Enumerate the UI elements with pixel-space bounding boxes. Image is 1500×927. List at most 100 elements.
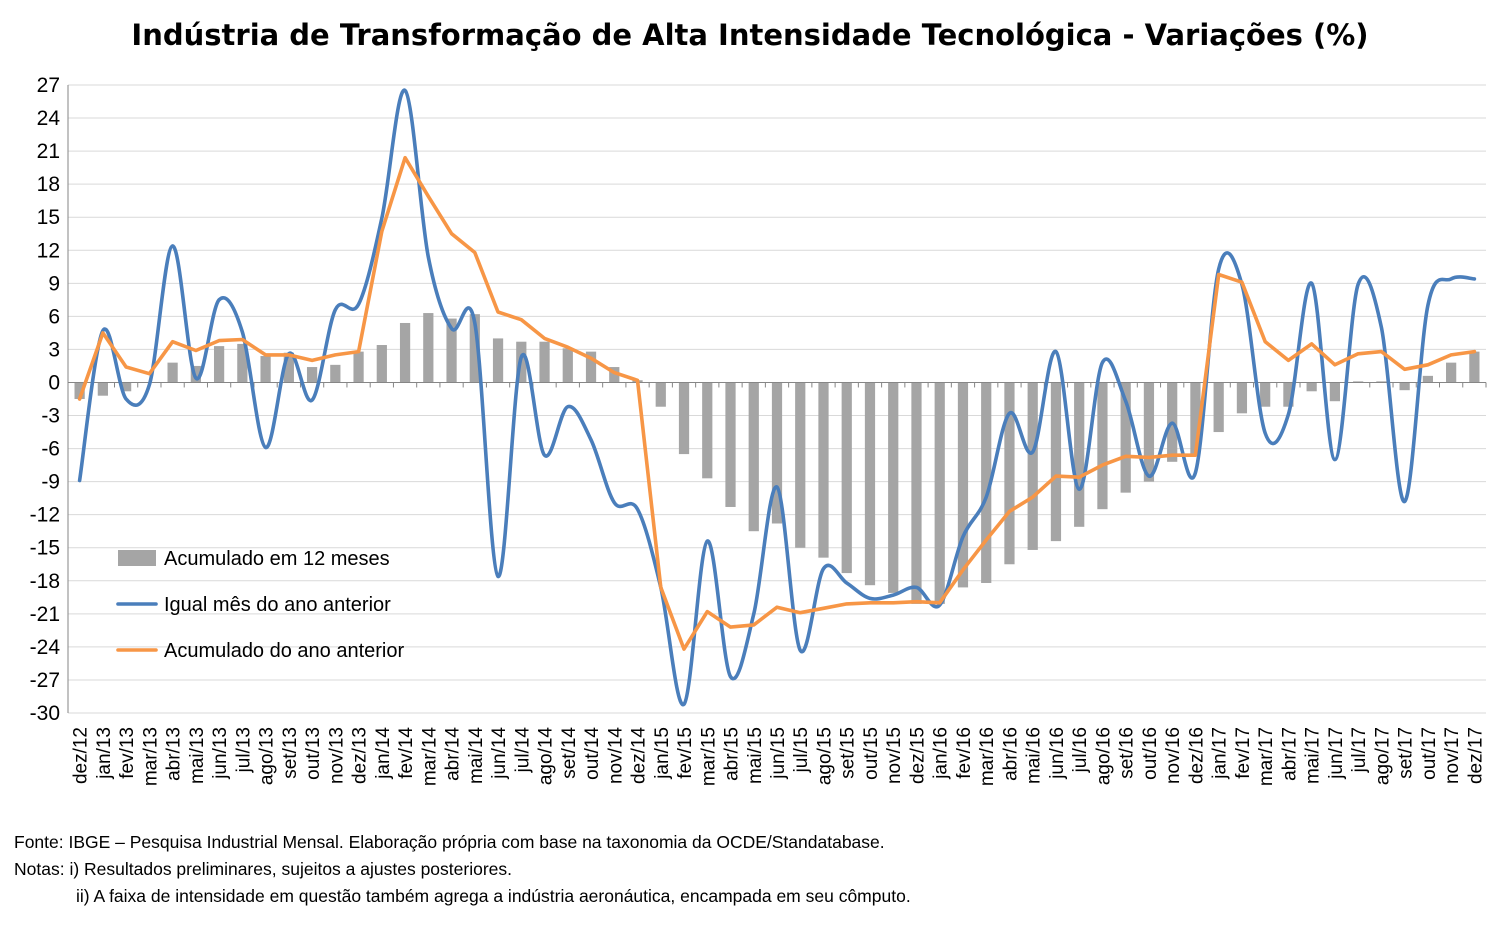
bar <box>1329 382 1341 402</box>
x-tick-label: out/14 <box>582 727 603 780</box>
x-tick-label: fev/13 <box>117 727 138 779</box>
x-tick-label: fev/15 <box>675 727 696 779</box>
bar <box>911 382 922 604</box>
x-tick-label: dez/17 <box>1465 727 1486 784</box>
y-tick-label: 3 <box>48 338 60 361</box>
y-tick-label: 0 <box>48 371 60 394</box>
x-tick-label: set/13 <box>280 727 301 779</box>
legend-label: Acumulado do ano anterior <box>164 640 404 662</box>
x-tick-label: nov/15 <box>884 727 905 784</box>
series-line-igual-mes <box>77 88 1477 707</box>
x-tick-label: out/16 <box>1140 727 1161 780</box>
bar <box>1074 382 1085 527</box>
x-tick-label: set/17 <box>1396 727 1417 779</box>
bar <box>423 313 434 383</box>
bar <box>585 351 597 383</box>
bar <box>1469 351 1480 383</box>
y-tick-label: -6 <box>41 438 60 461</box>
bar <box>1399 382 1410 391</box>
x-tick-label: mar/14 <box>419 727 440 787</box>
bar <box>725 382 736 507</box>
x-tick-label: set/15 <box>838 727 859 779</box>
x-tick-label: mar/13 <box>140 727 161 786</box>
bar <box>748 382 759 532</box>
x-tick-label: abr/17 <box>1279 727 1300 781</box>
y-tick-labels: 27 24 21 18 15 12 9 6 3 0 -3 -6 -9 -12 -15 -18 -21 -24 -27… <box>30 74 61 725</box>
bar <box>260 356 271 383</box>
y-tick-label: -27 <box>30 669 60 692</box>
bar <box>1353 381 1364 383</box>
x-tick-label: dez/12 <box>71 727 92 784</box>
bar <box>539 341 550 383</box>
bar <box>562 348 573 383</box>
bar <box>330 364 341 383</box>
x-tick-labels: dez/12 jan/13 fev/13 mar/13 abr/13 mai/13 jun/… <box>71 727 1487 787</box>
x-tick-label: jun/13 <box>210 727 231 780</box>
legend: Acumulado em 12 meses Igual mês do ano an… <box>116 548 404 662</box>
x-tick-label: fev/14 <box>396 727 417 779</box>
x-tick-label: mar/15 <box>698 727 719 786</box>
bar <box>841 382 852 574</box>
y-tick-label: 12 <box>37 239 60 262</box>
x-tick-label: mai/15 <box>745 727 766 784</box>
bar <box>237 343 248 383</box>
bar <box>167 362 178 383</box>
bar <box>213 346 225 383</box>
x-tick-label: nov/14 <box>605 727 626 784</box>
x-tick-label: nov/16 <box>1163 727 1184 784</box>
source-note: Fonte: IBGE – Pesquisa Industrial Mensal… <box>14 832 885 852</box>
bar <box>1283 382 1294 407</box>
bar <box>1027 382 1038 550</box>
x-tick-label: dez/13 <box>350 727 371 784</box>
x-tick-label: dez/15 <box>907 727 928 784</box>
y-tick-label: 24 <box>37 107 61 130</box>
y-tick-label: -9 <box>41 471 60 494</box>
x-tick-label: ago/13 <box>257 727 278 785</box>
bar <box>399 322 411 383</box>
bar <box>771 382 783 524</box>
y-tick-label: -30 <box>30 702 60 725</box>
bar <box>1120 382 1131 493</box>
x-tick-label: jul/13 <box>233 727 254 773</box>
x-tick-label: abr/16 <box>1000 727 1021 781</box>
x-tick-label: mai/16 <box>1024 727 1045 784</box>
x-tick-label: jan/16 <box>931 727 952 780</box>
x-tick-label: fev/16 <box>954 727 975 779</box>
bar <box>1376 381 1387 383</box>
y-tick-label: 6 <box>48 305 60 328</box>
bar <box>492 338 504 383</box>
x-tick-label: out/13 <box>303 727 324 780</box>
x-tick-label: set/14 <box>559 727 580 779</box>
bar <box>74 382 85 399</box>
line-series <box>77 88 1477 707</box>
note-i: Notas: i) Resultados preliminares, sujei… <box>14 859 512 879</box>
bar <box>934 382 945 604</box>
bar <box>678 382 690 455</box>
axes <box>67 85 1487 713</box>
y-tick-label: 9 <box>48 272 60 295</box>
x-tick-label: jun/16 <box>1047 727 1068 780</box>
x-tick-label: mai/14 <box>466 727 487 784</box>
x-tick-label: mar/17 <box>1256 727 1277 786</box>
bar <box>1050 382 1062 542</box>
x-tick-label: dez/16 <box>1186 727 1207 784</box>
bar <box>609 367 620 383</box>
y-tick-label: -24 <box>30 636 61 659</box>
x-tick-label: jan/13 <box>94 727 115 780</box>
legend-label: Igual mês do ano anterior <box>164 594 391 616</box>
y-tick-label: -15 <box>30 537 60 560</box>
bar <box>1190 382 1201 455</box>
bar <box>1236 382 1248 414</box>
bar <box>1004 382 1015 565</box>
bar <box>864 382 876 586</box>
x-tick-label: jul/17 <box>1349 727 1370 773</box>
bar <box>655 382 666 407</box>
bar <box>1097 382 1108 510</box>
bar <box>97 382 108 396</box>
note-ii: ii) A faixa de intensidade em questão ta… <box>76 886 911 906</box>
x-tick-label: abr/15 <box>722 727 743 781</box>
bar <box>957 382 969 588</box>
y-tick-label: 27 <box>37 74 60 97</box>
x-tick-label: ago/17 <box>1372 727 1393 785</box>
x-tick-label: abr/13 <box>164 727 185 781</box>
